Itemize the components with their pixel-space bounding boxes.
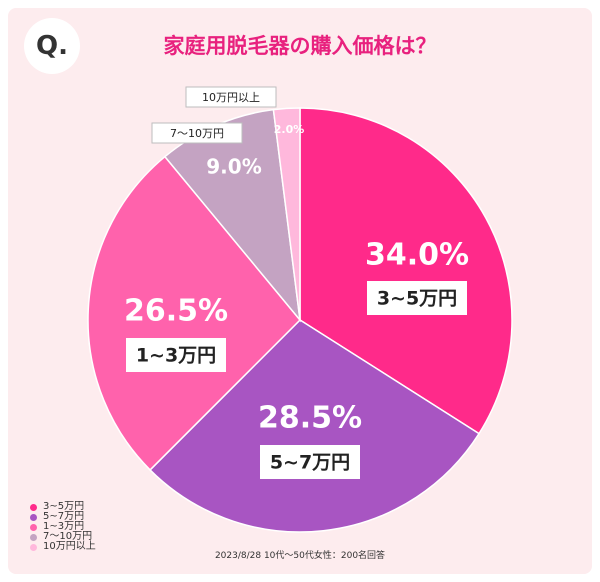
slice-category-label: 3~5万円 [377, 288, 457, 310]
legend-swatch [30, 523, 37, 531]
legend-swatch [30, 543, 37, 551]
callout-box [151, 122, 243, 144]
legend-item: 7〜10万円 [30, 532, 96, 542]
slice-category-box [126, 338, 226, 372]
slice-category-box [367, 281, 467, 315]
pie-slice [149, 319, 481, 533]
legend-swatch [30, 513, 37, 521]
pie-slice [299, 107, 513, 435]
slice-category-box [260, 445, 360, 479]
legend-swatch [30, 533, 37, 541]
question-badge: Q. [24, 18, 80, 74]
legend-swatch [30, 503, 37, 511]
source-note: 2023/8/28 10代〜50代女性：200名回答 [214, 551, 386, 561]
pie-slice [87, 155, 302, 471]
slice-percentage-label: 9.0% [206, 155, 261, 179]
slice-category-label: 1~3万円 [136, 345, 216, 367]
legend-label: 5~7万円 [43, 511, 85, 522]
slice-percentage-label: 2.0% [274, 123, 305, 136]
pie-slices [87, 107, 513, 533]
slice-category-label: 5~7万円 [270, 452, 350, 474]
callout-label: 7〜10万円 [170, 127, 224, 140]
slice-percentage-label: 28.5% [258, 401, 362, 436]
legend-label: 3~5万円 [43, 501, 85, 512]
pie-slice [272, 107, 301, 321]
legend-item: 3~5万円 [30, 502, 96, 512]
chart-title: 家庭用脱毛器の購入価格は？ [163, 34, 437, 58]
legend-label: 1~3万円 [43, 521, 85, 532]
callout-label: 10万円以上 [202, 91, 260, 104]
legend-item: 1~3万円 [30, 522, 96, 532]
pie-labels: 34.0% 3~5万円 28.5% 5~7万円 26.5% 1~3万円 9.0% 7〜10万円… [124, 86, 469, 479]
legend: 3~5万円 5~7万円 1~3万円 7〜10万円 10万円以上 [30, 502, 96, 552]
callout-box [185, 86, 277, 108]
slice-percentage-label: 26.5% [124, 294, 228, 329]
legend-item: 10万円以上 [30, 542, 96, 552]
legend-item: 5~7万円 [30, 512, 96, 522]
legend-label: 10万円以上 [43, 541, 96, 552]
legend-label: 7〜10万円 [43, 531, 93, 542]
slice-percentage-label: 34.0% [365, 238, 469, 273]
